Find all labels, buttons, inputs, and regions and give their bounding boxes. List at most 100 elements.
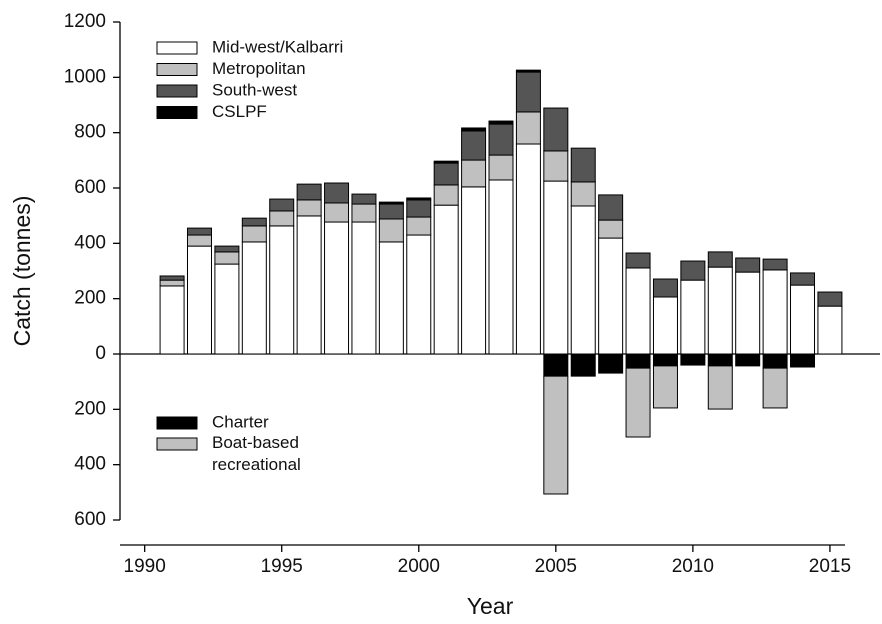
bar: [543, 180, 569, 355]
legend-label: Metropolitan: [212, 59, 306, 78]
bar: [241, 225, 267, 243]
y-tick-label: 200: [74, 288, 106, 309]
bar: [159, 279, 185, 287]
bar: [598, 219, 624, 239]
bar: [652, 296, 678, 355]
bar: [214, 245, 240, 253]
bar: [570, 147, 596, 183]
bar: [707, 353, 733, 367]
bar: [324, 202, 350, 223]
legend-swatch: [156, 84, 198, 98]
legend-label: South-west: [212, 80, 297, 99]
bar: [241, 241, 267, 355]
bar: [625, 353, 651, 369]
bar: [652, 365, 678, 409]
bar: [707, 365, 733, 410]
bar: [625, 267, 651, 355]
bar: [159, 275, 185, 281]
bar: [488, 154, 514, 181]
bar: [570, 205, 596, 355]
bar: [406, 197, 432, 201]
bar: [269, 198, 295, 212]
bar: [762, 269, 788, 355]
bar: [186, 227, 212, 236]
bar: [543, 150, 569, 182]
bar: [241, 217, 267, 227]
legend-swatch: [156, 106, 198, 119]
bar: [570, 353, 596, 377]
bar: [790, 272, 816, 286]
legend-swatch: [156, 63, 198, 76]
bar: [378, 203, 404, 220]
bar: [680, 353, 706, 366]
bar: [351, 193, 377, 205]
bar: [762, 367, 788, 409]
x-tick-label: 2010: [672, 556, 714, 577]
bar: [351, 203, 377, 223]
bar: [461, 159, 487, 188]
bar: [515, 143, 541, 355]
bar: [515, 71, 541, 113]
bar: [296, 215, 322, 355]
legend-label: Mid-west/Kalbarri: [212, 37, 343, 56]
y-tick-label: 1200: [64, 11, 106, 32]
legend-swatch: [156, 41, 198, 55]
bar: [461, 127, 487, 132]
bar: [378, 218, 404, 243]
bar: [378, 241, 404, 355]
x-tick-label: 2015: [809, 556, 851, 577]
bar: [214, 263, 240, 355]
bar: [543, 353, 569, 377]
y-tick-label: 400: [74, 232, 106, 253]
bar: [707, 251, 733, 268]
legend-label: CSLPF: [212, 102, 267, 121]
bar: [735, 271, 761, 355]
y-tick-label: 600: [74, 177, 106, 198]
bar: [186, 234, 212, 247]
bar: [269, 225, 295, 355]
y-tick-label: 400: [74, 454, 106, 475]
y-tick-label: 600: [74, 509, 106, 530]
y-tick-label: 1000: [64, 66, 106, 87]
y-axis-title: Catch (tonnes): [9, 196, 35, 347]
bar: [652, 278, 678, 298]
bar: [488, 179, 514, 355]
x-axis-title: Year: [467, 593, 514, 619]
bar: [598, 237, 624, 355]
bar: [433, 184, 459, 206]
bar: [461, 186, 487, 355]
bar: [790, 353, 816, 368]
bar: [488, 123, 514, 156]
bar: [433, 162, 459, 186]
bar: [652, 353, 678, 367]
legend-swatch: [156, 437, 198, 451]
bar: [625, 367, 651, 438]
legend-label: Charter: [212, 412, 269, 431]
bar: [543, 375, 569, 495]
bar: [406, 216, 432, 236]
bar: [269, 210, 295, 227]
bar: [406, 199, 432, 218]
bar: [707, 266, 733, 355]
bar: [433, 160, 459, 164]
y-tick-label: 200: [74, 398, 106, 419]
bar: [625, 252, 651, 269]
bar: [817, 305, 843, 355]
legend-label: Boat-based recreational: [212, 433, 301, 474]
x-tick-label: 1990: [124, 556, 166, 577]
legend-swatch: [156, 416, 198, 430]
bar: [159, 285, 185, 355]
bar: [570, 181, 596, 207]
bar: [680, 279, 706, 355]
y-tick-label: 0: [95, 343, 106, 364]
bar: [296, 183, 322, 201]
bar: [680, 260, 706, 281]
bar: [598, 194, 624, 221]
bar: [790, 284, 816, 355]
bar: [378, 201, 404, 205]
bar: [598, 353, 624, 374]
bar: [762, 353, 788, 369]
bar: [324, 182, 350, 204]
bar: [461, 130, 487, 161]
